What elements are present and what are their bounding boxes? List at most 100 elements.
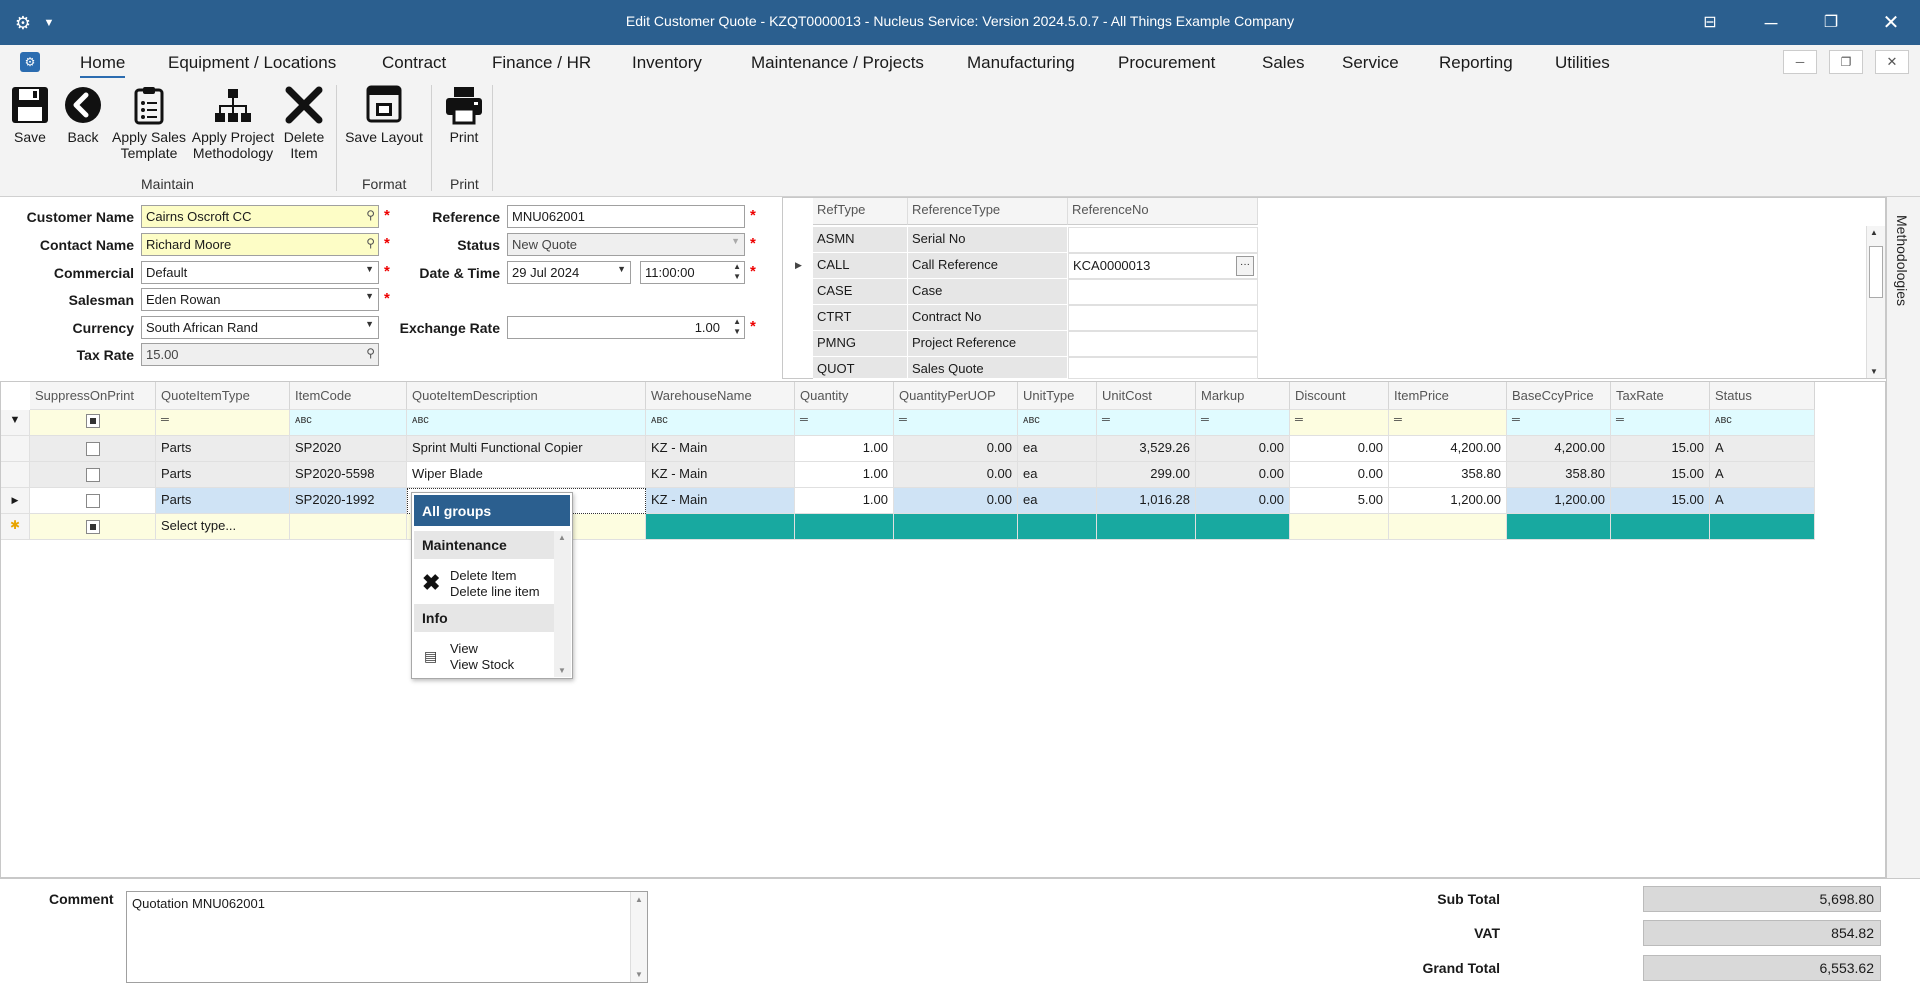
popup-item-view[interactable]: View View Stock [450,641,515,672]
new-row-cell[interactable] [795,514,894,540]
grid-cell[interactable]: ea [1018,462,1097,488]
comment-scrollbar[interactable]: ▲ ▼ [630,892,647,982]
menu-reporting[interactable]: Reporting [1439,53,1513,72]
time-field[interactable]: 11:00:00 ▲ ▼ [640,261,745,284]
chevron-down-icon[interactable]: ▼ [365,319,374,329]
column-header-taxrate[interactable]: TaxRate [1611,382,1710,410]
search-icon[interactable]: ⚲ [366,236,375,250]
filter-cell[interactable]: ═ [1290,410,1389,436]
new-row-cell[interactable] [1097,514,1196,540]
grid-cell[interactable]: 0.00 [1290,436,1389,462]
menu-utilities[interactable]: Utilities [1555,53,1610,72]
mdi-restore-button[interactable]: ❐ [1829,50,1863,74]
grid-cell[interactable]: 4,200.00 [1389,436,1507,462]
grid-cell[interactable]: 0.00 [894,488,1018,514]
new-row-cell[interactable] [290,514,407,540]
save-button[interactable]: Save [10,85,50,145]
ref-no-cell[interactable] [1068,279,1258,305]
grid-cell[interactable]: A [1710,436,1815,462]
grid-cell[interactable]: 1.00 [795,436,894,462]
grid-cell[interactable]: 1,200.00 [1389,488,1507,514]
filter-cell[interactable]: ═ [1611,410,1710,436]
app-settings-icon[interactable]: ⚙ [14,13,32,33]
menu-service[interactable]: Service [1342,53,1399,72]
column-header-warehousename[interactable]: WarehouseName [646,382,795,410]
grid-cell[interactable]: 0.00 [1196,436,1290,462]
grid-cell[interactable]: 15.00 [1611,462,1710,488]
grid-cell[interactable]: 0.00 [1196,462,1290,488]
menu-inventory[interactable]: Inventory [632,53,702,72]
apply-project-methodology-button[interactable]: Apply Project Methodology [191,85,275,161]
filter-cell[interactable]: ═ [795,410,894,436]
new-row-cell[interactable] [1507,514,1611,540]
grid-cell[interactable]: 4,200.00 [1507,436,1611,462]
chevron-down-icon[interactable]: ▼ [617,264,626,274]
new-row-cell[interactable] [1018,514,1097,540]
suppress-checkbox[interactable] [30,488,156,514]
chevron-down-icon[interactable]: ▼ [731,236,740,246]
customer-name-field[interactable]: Cairns Oscroft CC ⚲ [141,205,379,228]
grid-cell[interactable]: 15.00 [1611,436,1710,462]
menu-finance-hr[interactable]: Finance / HR [492,53,592,72]
exchange-rate-field[interactable]: 1.00 ▲ ▼ [507,316,745,339]
reference-field[interactable]: MNU062001 [507,205,745,228]
filter-cell[interactable]: ═ [1097,410,1196,436]
grid-cell[interactable]: A [1710,488,1815,514]
new-row-cell[interactable] [894,514,1018,540]
menu-home[interactable]: Home [80,53,126,78]
column-header-reftype[interactable]: RefType [813,198,908,225]
grid-cell[interactable]: 1,016.28 [1097,488,1196,514]
column-header-quoteitemtype[interactable]: QuoteItemType [156,382,290,410]
popup-scrollbar[interactable]: ▲ ▼ [554,531,571,677]
ref-no-cell[interactable] [1068,357,1258,379]
menu-maintenance-projects[interactable]: Maintenance / Projects [751,53,924,72]
popup-item-delete[interactable]: Delete Item Delete line item [450,568,540,599]
column-header-baseccyprice[interactable]: BaseCcyPrice [1507,382,1611,410]
grid-cell[interactable]: Parts [156,488,290,514]
vertical-scrollbar[interactable]: ▲ ▼ [1866,226,1885,378]
new-row-checkbox[interactable] [30,514,156,540]
grid-cell[interactable]: 358.80 [1389,462,1507,488]
grid-cell[interactable]: KZ - Main [646,488,795,514]
back-button[interactable]: Back [63,85,103,145]
filter-cell[interactable]: ᴀʙc [646,410,795,436]
grid-cell[interactable]: 0.00 [894,436,1018,462]
column-header-quoteitemdescription[interactable]: QuoteItemDescription [407,382,646,410]
menu-procurement[interactable]: Procurement [1118,53,1216,72]
chevron-down-icon[interactable]: ▼ [365,291,374,301]
grid-cell[interactable]: SP2020-1992 [290,488,407,514]
grid-cell[interactable]: 1.00 [795,488,894,514]
filter-cell[interactable]: ═ [156,410,290,436]
grid-cell[interactable]: SP2020-5598 [290,462,407,488]
filter-cell[interactable]: ᴀʙc [290,410,407,436]
chevron-down-icon[interactable]: ▼ [365,264,374,274]
menu-manufacturing[interactable]: Manufacturing [967,53,1075,72]
grid-cell[interactable]: SP2020 [290,436,407,462]
grid-cell[interactable]: 5.00 [1290,488,1389,514]
save-layout-button[interactable]: Save Layout [345,85,423,145]
column-header-status[interactable]: Status [1710,382,1815,410]
grid-cell[interactable]: ea [1018,436,1097,462]
apply-sales-template-button[interactable]: Apply Sales Template [112,85,186,161]
column-header-quantityperuop[interactable]: QuantityPerUOP [894,382,1018,410]
column-header-itemcode[interactable]: ItemCode [290,382,407,410]
new-row-cell[interactable] [1290,514,1389,540]
salesman-dropdown[interactable]: Eden Rowan ▼ [141,288,379,311]
chevron-down-icon[interactable]: ▼ [43,17,55,29]
print-button[interactable]: Print [444,85,484,145]
ellipsis-button[interactable]: ··· [1236,256,1254,276]
comment-textarea[interactable]: Quotation MNU062001 ▲ ▼ [126,891,648,983]
grid-cell[interactable]: Parts [156,436,290,462]
column-header-suppressonprint[interactable]: SuppressOnPrint [30,382,156,410]
grid-cell[interactable]: KZ - Main [646,462,795,488]
filter-cell[interactable]: ═ [1196,410,1290,436]
layout-icon[interactable]: ⊟ [1703,14,1717,31]
spinner-icon[interactable]: ▲ ▼ [733,262,741,281]
ref-no-cell[interactable] [1068,305,1258,331]
grid-cell[interactable]: 0.00 [1290,462,1389,488]
app-menu-icon[interactable]: ⚙ [20,52,40,72]
search-icon[interactable]: ⚲ [366,208,375,222]
delete-item-button[interactable]: Delete Item [283,85,325,161]
grid-cell[interactable]: KZ - Main [646,436,795,462]
suppress-checkbox[interactable] [30,462,156,488]
